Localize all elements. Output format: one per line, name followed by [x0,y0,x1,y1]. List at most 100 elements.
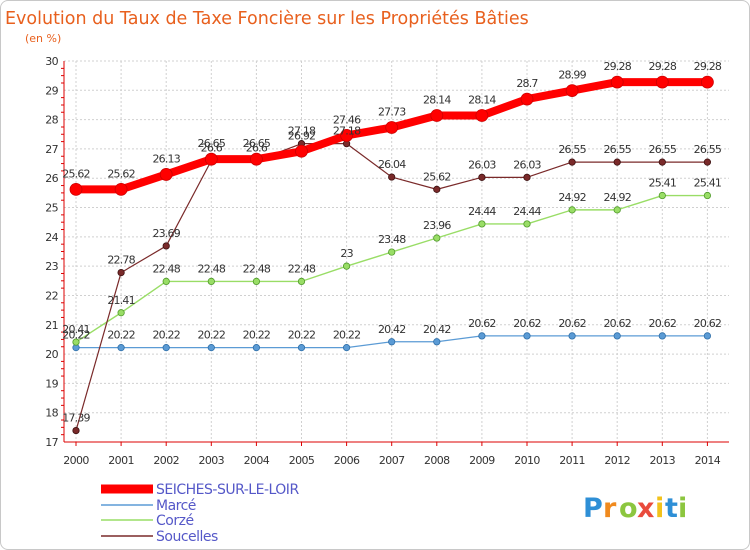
data-point [207,277,215,285]
data-label: 22.48 [152,262,180,275]
logo-letter: o [619,493,638,524]
data-label: 26.55 [558,143,586,156]
data-point [523,220,531,228]
data-label: 23 [340,247,353,260]
logo-letter: t [665,493,678,524]
y-tick-label: 20 [45,348,58,361]
data-point [433,185,441,193]
data-label: 20.22 [198,329,226,342]
chart-title: Evolution du Taux de Taxe Foncière sur l… [5,9,529,29]
data-label: 27.18 [333,125,361,138]
data-label: 20.41 [62,323,90,336]
data-point [520,92,534,106]
data-label: 22.78 [107,254,135,267]
y-tick-label: 27 [45,143,58,156]
logo-letter: P [583,493,603,524]
data-point [162,277,170,285]
data-label: 26.03 [513,158,541,171]
data-label: 28.99 [558,69,586,82]
data-point [658,332,666,340]
data-label: 25.62 [62,167,90,180]
data-point [162,344,170,352]
x-tick-labels: 2000 2001 2002 2003 2004 2005 2006 2007 2008 2009… [63,454,721,467]
data-point [565,84,579,98]
data-point [207,344,215,352]
data-point [433,338,441,346]
data-label: 20.22 [62,329,90,342]
data-point [568,206,576,214]
logo-letter: r [603,493,617,524]
data-point [478,332,486,340]
x-tick-label: 2012 [604,454,630,467]
data-label: 20.62 [694,317,722,330]
y-tick-label: 21 [45,319,58,332]
legend-entry: SEICHES-SUR-LE-LOIR [156,482,299,498]
data-point [433,234,441,242]
data-label: 24.92 [558,191,586,204]
y-tick-label: 17 [45,436,58,449]
data-label: 29.28 [603,60,631,73]
data-point [613,332,621,340]
data-point [249,152,263,166]
data-point [72,338,80,346]
x-tick-label: 2014 [695,454,721,467]
data-label: 26.65 [198,137,226,150]
y-tick-label: 28 [45,114,58,127]
data-label: 24.44 [468,205,496,218]
data-label: 20.62 [468,317,496,330]
data-point [297,277,306,285]
data-label: 22.48 [243,262,271,275]
x-tick-label: 2005 [289,454,315,467]
data-label: 23.69 [152,227,180,240]
data-label: 20.42 [378,323,406,336]
data-point [655,75,669,89]
data-point [523,173,531,181]
x-tick-label: 2001 [108,454,134,467]
y-tick-label: 22 [45,289,58,302]
data-label: 26.65 [243,137,271,150]
logo-letter: i [655,493,664,524]
data-label: 20.22 [243,329,271,342]
data-label: 25.62 [423,170,451,183]
data-point [114,182,128,196]
data-label: 26.55 [603,143,631,156]
data-point [342,344,351,352]
data-label: 26.6 [246,142,268,155]
y-tick-label: 29 [45,84,58,97]
data-label: 20.22 [107,329,135,342]
data-point [475,109,489,122]
y-tick-labels: 17 18 19 20 21 22 23 24 25 26 27 28 29 30 [45,55,59,449]
data-point [117,309,125,317]
legend-entry: Soucelles [156,529,218,545]
data-label: 26.03 [468,158,496,171]
data-point [658,191,666,200]
x-tick-label: 2008 [424,454,450,467]
x-tick-label: 2002 [153,454,179,467]
data-label: 28.14 [468,94,496,107]
data-label: 27.73 [378,106,406,119]
data-label: 26.13 [152,152,180,165]
x-tick-label: 2010 [514,454,540,467]
data-label: 26.6 [201,142,223,155]
data-point [610,75,624,89]
y-tick-label: 26 [45,172,58,185]
data-point [658,158,666,166]
data-point [340,129,354,142]
data-label: 20.62 [603,317,631,330]
x-tick-label: 2004 [244,454,270,467]
logo-letter: x [637,493,654,524]
data-labels: 20.22 20.22 20.22 20.22 20.22 20.22 20.22 20.42… [62,60,722,424]
data-label: 29.28 [649,60,677,73]
data-label: 20.22 [152,329,180,342]
data-label: 17.39 [62,412,90,425]
data-label: 20.62 [649,317,677,330]
data-point [568,332,576,340]
y-tick-label: 24 [45,231,58,244]
data-point [703,191,712,200]
data-label: 22.48 [198,262,226,275]
data-point [388,248,396,256]
